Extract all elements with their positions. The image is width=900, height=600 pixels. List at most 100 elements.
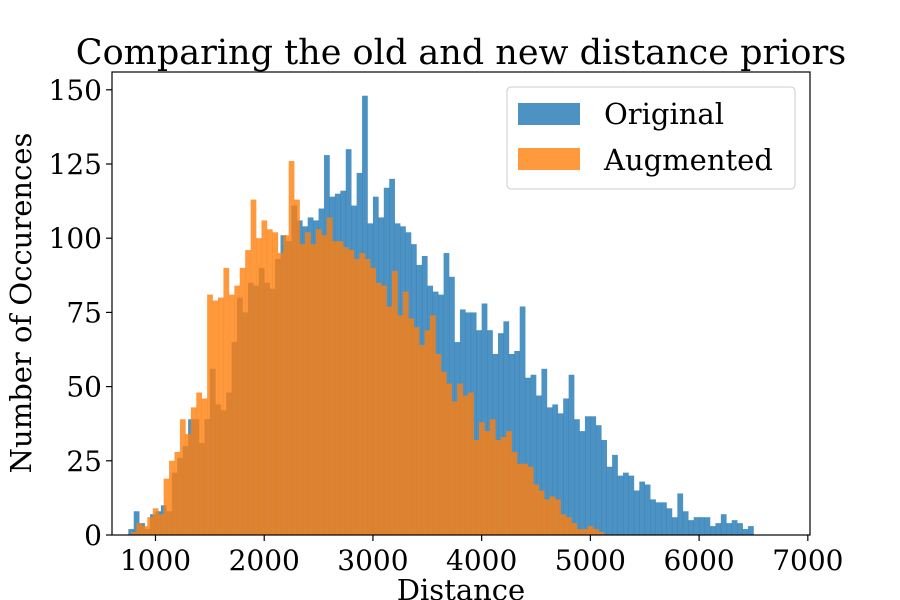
bar-augmented [131, 532, 137, 535]
y-tick-label: 150 [49, 74, 102, 107]
bar-original [726, 523, 733, 535]
bar-augmented [158, 514, 164, 535]
bar-original [709, 526, 716, 535]
y-tick-label: 50 [66, 371, 102, 404]
bar-original [541, 368, 548, 535]
bar-augmented [440, 371, 447, 535]
bar-original [552, 404, 559, 535]
bar-augmented [304, 232, 311, 535]
bar-original [666, 508, 673, 535]
bar-augmented [245, 250, 251, 535]
bar-augmented [207, 294, 213, 535]
bar-augmented [587, 526, 594, 535]
x-tick-label: 7000 [772, 544, 843, 577]
bar-augmented [408, 318, 415, 535]
bar-augmented [353, 258, 360, 535]
bar-original [595, 425, 602, 535]
bar-original [650, 499, 656, 535]
y-tick-label: 125 [49, 148, 102, 181]
bar-augmented [538, 490, 545, 535]
bar-original [655, 502, 662, 535]
bar-augmented [234, 285, 241, 535]
bar-original [677, 493, 684, 535]
bar-augmented [560, 514, 567, 535]
y-axis-label: Number of Occurences [4, 133, 38, 474]
y-tick-label: 25 [66, 445, 102, 478]
bar-augmented [169, 460, 175, 535]
bar-augmented [446, 383, 453, 535]
bar-original [737, 523, 743, 535]
bar-original [617, 475, 624, 535]
bar-augmented [571, 523, 578, 535]
bar-augmented [348, 250, 355, 535]
legend-label-augmented: Augmented [603, 143, 773, 177]
bar-augmented [462, 395, 469, 535]
bar-augmented [576, 529, 583, 535]
bar-augmented [522, 463, 529, 535]
bar-augmented [196, 392, 202, 535]
bar-original [704, 517, 711, 535]
bar-original [601, 440, 607, 535]
bar-original [590, 416, 597, 535]
bar-augmented [381, 285, 387, 535]
legend-swatch-augmented [518, 148, 580, 170]
bar-original [720, 514, 727, 535]
bar-augmented [266, 229, 273, 536]
x-axis-label: Distance [397, 573, 525, 600]
bar-augmented [451, 401, 458, 535]
bar-augmented [489, 419, 496, 535]
bar-original [536, 395, 542, 535]
bar-original [731, 520, 738, 535]
bar-original [584, 416, 591, 535]
bar-augmented [359, 253, 366, 536]
bar-augmented [495, 440, 501, 535]
bar-augmented [212, 300, 219, 535]
axes-frame [111, 71, 811, 536]
y-tick-label: 100 [49, 222, 102, 255]
bar-original [682, 511, 689, 535]
bar-augmented [555, 499, 561, 535]
bar-original [579, 431, 586, 535]
bar-augmented [457, 383, 463, 535]
bar-augmented [468, 392, 474, 535]
bar-original [514, 350, 521, 535]
bar-augmented [500, 437, 507, 535]
bar-augmented [598, 532, 605, 535]
bar-augmented [185, 434, 192, 535]
chart-legend: Original Augmented [506, 86, 796, 190]
x-tick-label: 4000 [446, 544, 517, 577]
bar-original [671, 517, 678, 535]
bar-original [639, 481, 646, 535]
bar-original [546, 407, 553, 535]
bar-augmented [288, 161, 295, 536]
bar-augmented [364, 258, 371, 535]
bar-original [748, 526, 754, 535]
bar-augmented [163, 478, 170, 535]
x-tick-label: 3000 [337, 544, 408, 577]
legend-swatch-original [518, 103, 580, 125]
bar-original [557, 413, 564, 535]
bar-augmented [190, 407, 197, 535]
series-augmented-bars [131, 161, 605, 536]
y-tick-label: 75 [66, 296, 102, 329]
x-tick-label: 1000 [120, 544, 191, 577]
bar-augmented [391, 270, 398, 535]
bar-original [699, 517, 705, 535]
x-tick-label: 2000 [229, 544, 300, 577]
bar-original [519, 306, 526, 535]
bar-augmented [294, 199, 300, 535]
bar-original [623, 472, 629, 535]
x-tick-label: 6000 [663, 544, 734, 577]
bar-augmented [419, 345, 425, 535]
y-axis-ticks: 0 25 50 75 100 125 150 [49, 74, 112, 552]
bar-augmented [593, 529, 599, 535]
bar-augmented [272, 232, 279, 535]
bar-augmented [310, 244, 317, 535]
bar-augmented [473, 440, 480, 535]
bar-augmented [299, 244, 306, 535]
bar-original [688, 520, 694, 535]
bar-augmented [283, 235, 289, 536]
bar-augmented [527, 466, 534, 535]
bar-augmented [152, 508, 159, 535]
